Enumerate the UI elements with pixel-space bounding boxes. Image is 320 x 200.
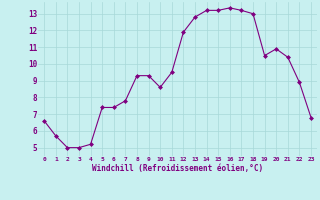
X-axis label: Windchill (Refroidissement éolien,°C): Windchill (Refroidissement éolien,°C)	[92, 164, 263, 173]
